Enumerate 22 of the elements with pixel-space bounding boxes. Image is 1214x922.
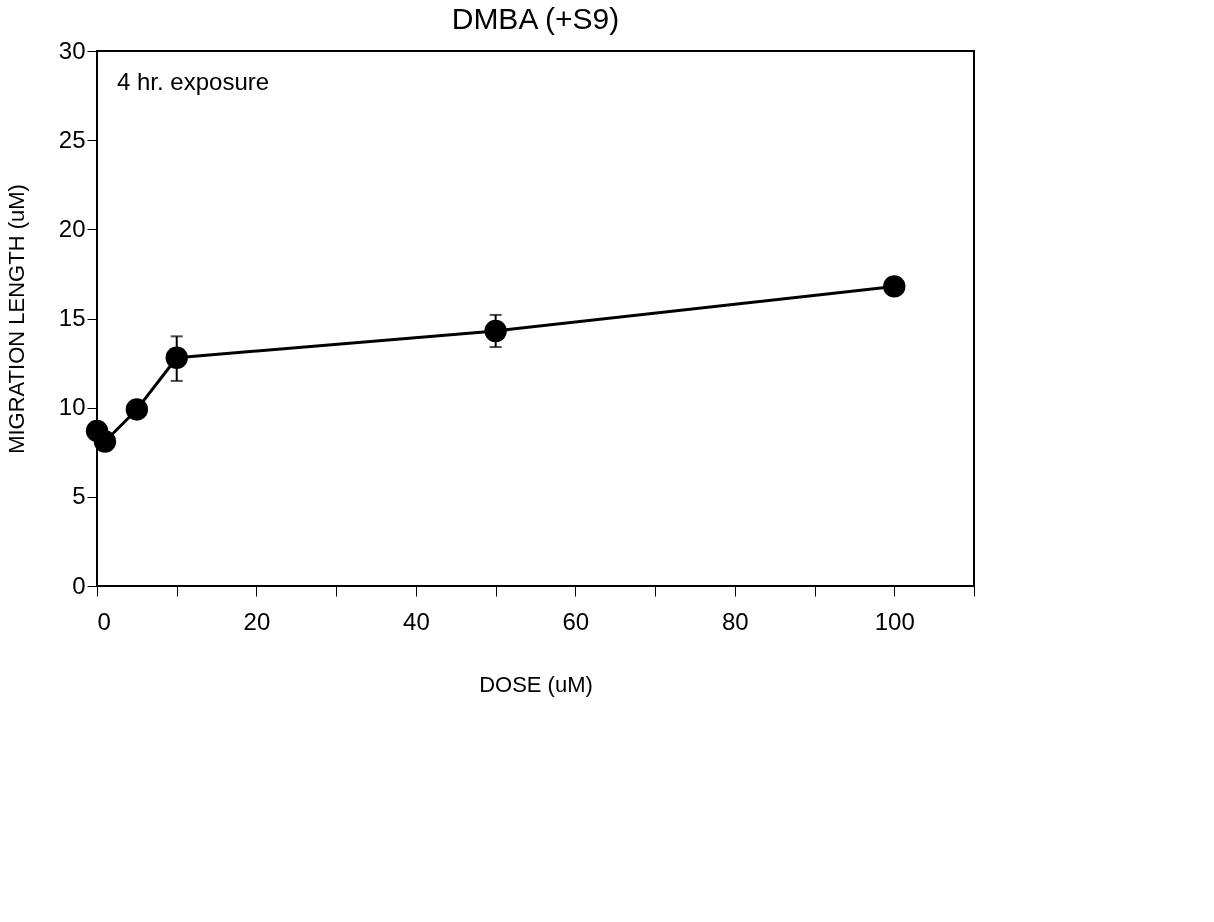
y-tick-label: 15 bbox=[58, 304, 86, 331]
y-tick-label: 20 bbox=[58, 214, 86, 242]
x-tick-label: 60 bbox=[562, 607, 590, 635]
point bbox=[484, 319, 507, 343]
annotation: 4 hr. exposure bbox=[117, 68, 270, 95]
point bbox=[125, 398, 149, 421]
y-tick-label: 30 bbox=[58, 36, 86, 64]
x-tick-label: 40 bbox=[403, 607, 430, 635]
x-tick-label: 100 bbox=[874, 607, 915, 635]
y-tick-label: 25 bbox=[58, 125, 86, 153]
x-tick-label: 20 bbox=[243, 607, 271, 635]
x-tick-label: 0 bbox=[97, 607, 111, 635]
x-axis-title: DOSE (uM) bbox=[479, 671, 593, 697]
chart-title: DMBA (+S9) bbox=[451, 2, 620, 35]
y-axis-title: MIGRATION LENGTH (uM) bbox=[3, 184, 29, 454]
point bbox=[93, 430, 117, 453]
x-tick-label: 80 bbox=[721, 607, 749, 635]
point bbox=[165, 346, 188, 369]
point bbox=[883, 275, 906, 298]
y-tick-label: 0 bbox=[72, 571, 86, 599]
y-tick-label: 10 bbox=[58, 393, 86, 421]
y-tick-label: 5 bbox=[72, 482, 86, 510]
